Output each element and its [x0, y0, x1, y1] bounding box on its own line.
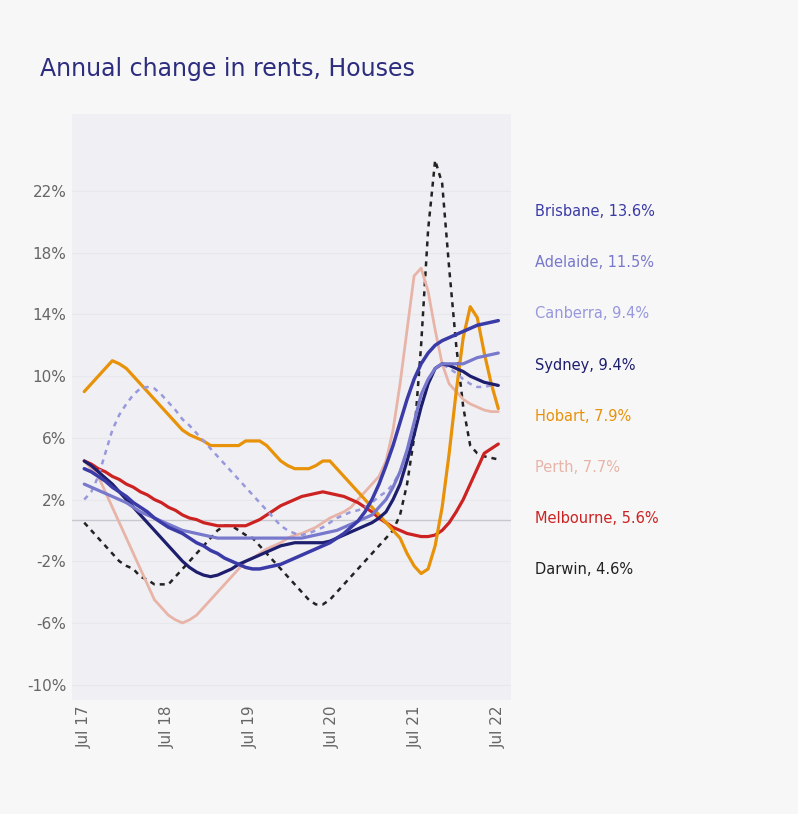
Text: Canberra, 9.4%: Canberra, 9.4%: [535, 307, 649, 322]
Text: Brisbane, 13.6%: Brisbane, 13.6%: [535, 204, 654, 219]
Text: Adelaide, 11.5%: Adelaide, 11.5%: [535, 256, 654, 270]
Text: Annual change in rents, Houses: Annual change in rents, Houses: [40, 57, 415, 81]
Text: Melbourne, 5.6%: Melbourne, 5.6%: [535, 511, 658, 526]
Text: Hobart, 7.9%: Hobart, 7.9%: [535, 409, 631, 424]
Text: Darwin, 4.6%: Darwin, 4.6%: [535, 562, 633, 577]
Text: Sydney, 9.4%: Sydney, 9.4%: [535, 357, 635, 373]
Text: Perth, 7.7%: Perth, 7.7%: [535, 460, 620, 475]
